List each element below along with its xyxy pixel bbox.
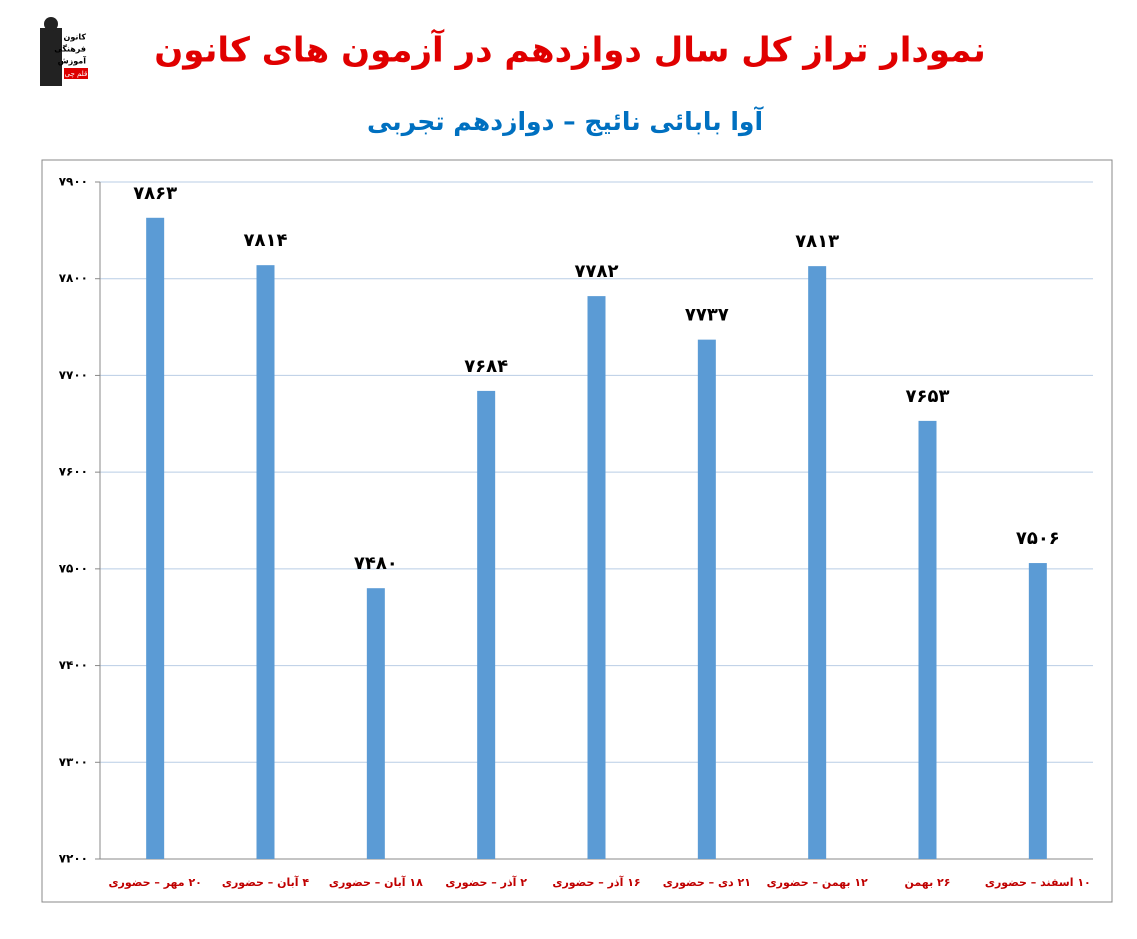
bar bbox=[587, 296, 606, 859]
bar bbox=[808, 266, 827, 859]
value-label: ۷۴۸۰ bbox=[354, 553, 398, 574]
x-tick-label: ۲۱ دی – حضوری bbox=[663, 876, 751, 889]
logo-figure bbox=[40, 28, 62, 86]
y-tick-label: ۷۸۰۰ bbox=[59, 271, 88, 285]
x-tick-label: ۲۶ بهمن bbox=[905, 876, 951, 889]
value-label: ۷۸۱۴ bbox=[244, 230, 288, 251]
bar bbox=[477, 390, 496, 859]
value-label: ۷۸۱۳ bbox=[795, 231, 839, 252]
bar bbox=[697, 339, 716, 859]
logo-text: فرهنگی bbox=[54, 44, 86, 54]
bar bbox=[256, 265, 275, 859]
bar bbox=[146, 217, 165, 859]
x-tick-label: ۱۶ آذر – حضوری bbox=[552, 875, 640, 889]
chart-frame bbox=[41, 159, 1113, 903]
x-tick-label: ۲ آذر – حضوری bbox=[445, 875, 527, 889]
y-tick-label: ۷۵۰۰ bbox=[59, 561, 88, 575]
logo-text: آموزش bbox=[58, 56, 87, 67]
x-tick-label: ۲۰ مهر – حضوری bbox=[108, 876, 201, 889]
chart-title: نمودار تراز کل سال دوازدهم در آزمون های … bbox=[154, 29, 986, 71]
value-label: ۷۶۸۴ bbox=[464, 356, 508, 377]
bar bbox=[1028, 563, 1047, 859]
value-label: ۷۷۸۲ bbox=[575, 261, 619, 282]
value-label: ۷۵۰۶ bbox=[1016, 528, 1060, 549]
logo-badge bbox=[64, 68, 88, 79]
x-tick-label: ۴ آبان – حضوری bbox=[222, 875, 310, 889]
x-tick-label: ۱۲ بهمن – حضوری bbox=[767, 876, 868, 889]
logo-text: قلم چی bbox=[65, 70, 88, 78]
logo-head bbox=[44, 17, 58, 31]
y-tick-label: ۷۳۰۰ bbox=[59, 755, 88, 769]
y-tick-label: ۷۲۰۰ bbox=[59, 852, 88, 866]
logo: کانون فرهنگی آموزش قلم چی bbox=[40, 17, 88, 86]
bar bbox=[366, 588, 385, 859]
y-tick-label: ۷۴۰۰ bbox=[59, 658, 88, 672]
y-tick-label: ۷۷۰۰ bbox=[59, 368, 88, 382]
y-tick-label: ۷۹۰۰ bbox=[59, 175, 88, 189]
x-tick-label: ۱۰ اسفند – حضوری bbox=[985, 876, 1091, 889]
bar bbox=[918, 420, 937, 859]
x-tick-label: ۱۸ آبان – حضوری bbox=[329, 875, 423, 889]
logo-text: کانون bbox=[63, 33, 86, 42]
value-label: ۷۸۶۳ bbox=[133, 183, 177, 204]
value-label: ۷۷۳۷ bbox=[685, 305, 729, 326]
y-tick-label: ۷۶۰۰ bbox=[59, 465, 88, 479]
value-label: ۷۶۵۳ bbox=[906, 386, 950, 407]
chart-subtitle: آوا بابائی نائیج – دوازدهم تجربی bbox=[367, 106, 764, 137]
